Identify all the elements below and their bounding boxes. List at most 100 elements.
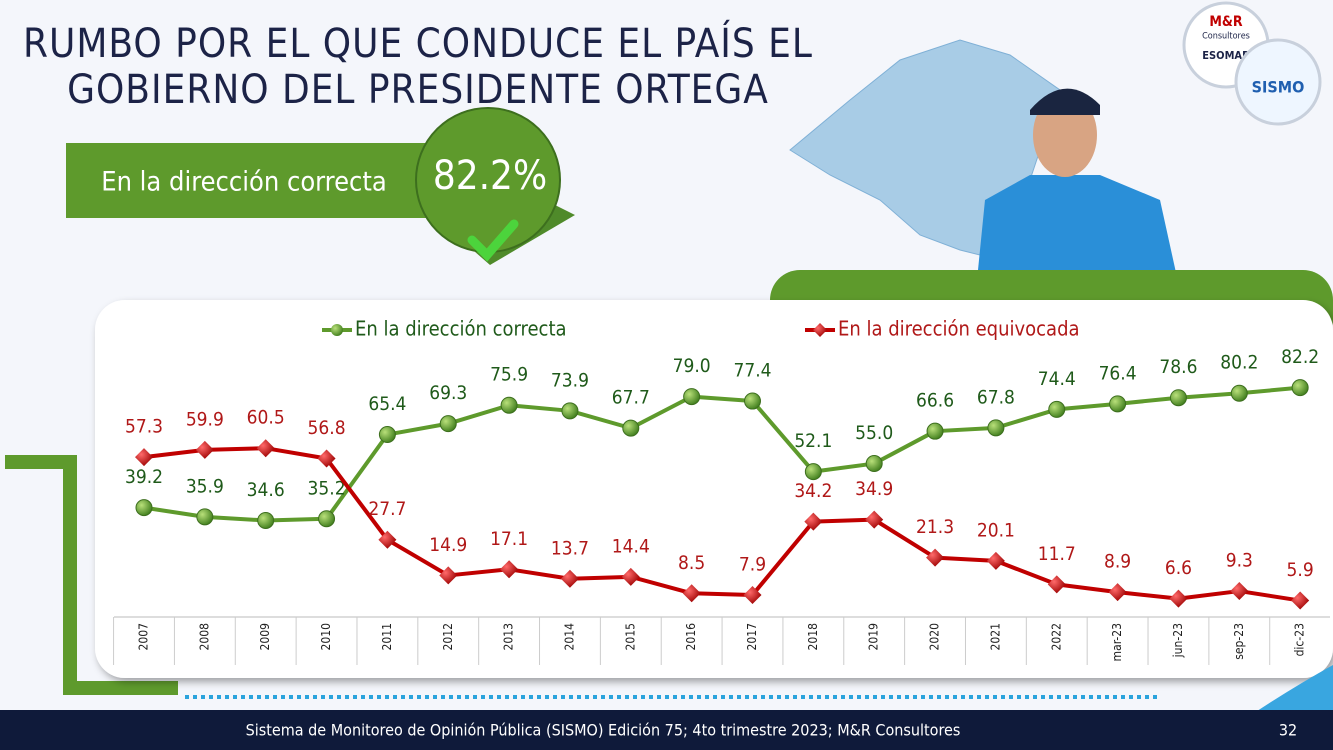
data-label: 7.9: [739, 553, 766, 575]
data-point: [135, 448, 153, 467]
data-point: [1230, 384, 1248, 402]
x-tick-label: 2016: [684, 623, 698, 651]
x-tick-label: 2009: [258, 623, 272, 651]
title-line: GOBIERNO DEL PRESIDENTE ORTEGA: [67, 67, 769, 113]
data-point: [378, 530, 397, 549]
data-point: [439, 566, 458, 585]
data-point: [622, 419, 640, 437]
data-label: 8.5: [678, 552, 705, 574]
data-point: [1109, 395, 1127, 413]
data-label: 67.8: [977, 386, 1015, 408]
data-label: 34.6: [247, 479, 285, 501]
data-point: [1108, 583, 1127, 602]
data-label: 69.3: [429, 382, 467, 404]
footer-bar: [0, 710, 1333, 750]
data-point: [683, 388, 701, 406]
logo-text: ESOMAR: [1202, 49, 1250, 62]
data-point: [804, 512, 823, 531]
data-label: 21.3: [916, 516, 954, 538]
x-tick-label: dic-23: [1293, 623, 1307, 656]
data-label: 35.2: [308, 477, 346, 499]
data-point: [987, 419, 1005, 437]
data-label: 57.3: [125, 416, 163, 438]
chart-panel: [95, 300, 1333, 678]
data-label: 8.9: [1104, 551, 1131, 573]
data-point: [986, 551, 1005, 570]
data-point: [500, 396, 518, 414]
x-tick-label: 2022: [1049, 623, 1063, 650]
series-line: [143, 446, 1301, 603]
data-point: [257, 511, 275, 529]
data-label: 9.3: [1226, 550, 1253, 572]
data-point: [256, 439, 275, 458]
x-tick-label: sep-23: [1232, 623, 1246, 660]
data-label: 60.5: [247, 407, 285, 429]
x-tick-label: 2015: [623, 623, 637, 650]
data-label: 11.7: [1038, 543, 1076, 565]
data-point: [561, 402, 579, 420]
data-point: [1291, 379, 1309, 397]
data-point: [804, 463, 822, 481]
x-tick-label: 2010: [319, 623, 333, 651]
data-label: 82.2: [1281, 346, 1319, 368]
x-tick-label: 2019: [867, 623, 881, 651]
data-point: [1169, 389, 1187, 407]
x-tick-label: 2020: [928, 623, 942, 651]
title-line: RUMBO POR EL QUE CONDUCE EL PAÍS EL: [23, 19, 813, 67]
data-label: 67.7: [612, 387, 650, 409]
data-label: 65.4: [368, 393, 406, 415]
data-label: 59.9: [186, 408, 224, 430]
data-point: [378, 426, 396, 444]
data-point: [439, 415, 457, 433]
data-label: 27.7: [368, 498, 406, 520]
x-tick-label: 2008: [197, 623, 211, 651]
data-label: 5.9: [1287, 559, 1314, 581]
data-point: [1047, 575, 1066, 594]
data-point: [621, 567, 640, 586]
data-label: 74.4: [1038, 368, 1076, 390]
data-label: 14.4: [612, 535, 650, 557]
data-label: 52.1: [794, 430, 832, 452]
data-label: 76.4: [1099, 362, 1137, 384]
badge-label: En la dirección correcta: [101, 167, 387, 198]
x-tick-label: 2011: [380, 623, 394, 650]
logo-text: SISMO: [1252, 78, 1305, 97]
page-number: 32: [1279, 721, 1297, 740]
x-tick-label: 2021: [988, 623, 1002, 650]
data-label: 39.2: [125, 466, 163, 488]
chart: 2007 2008 2009 2010 2011 2012 2013 2014 2015 2016…: [113, 317, 1330, 665]
data-label: 78.6: [1159, 356, 1197, 378]
data-label: 66.6: [916, 390, 954, 412]
data-label: 75.9: [490, 364, 528, 386]
x-tick-label: jun-23: [1171, 623, 1185, 658]
data-label: 80.2: [1220, 352, 1258, 374]
data-label: 14.9: [429, 534, 467, 556]
x-tick-label: 2007: [137, 623, 151, 650]
data-point: [500, 560, 519, 579]
footer-source: Sistema de Monitoreo de Opinión Pública …: [246, 721, 961, 740]
data-point: [1169, 589, 1188, 608]
data-point: [1048, 400, 1066, 418]
data-point: [865, 455, 883, 473]
data-label: 73.9: [551, 369, 589, 391]
x-tick-label: mar-23: [1110, 623, 1124, 661]
data-point: [135, 499, 153, 517]
legend-label: En la dirección correcta: [355, 317, 567, 341]
check-icon: [467, 219, 519, 262]
legend-marker: [813, 323, 827, 337]
data-label: 55.0: [855, 422, 893, 444]
green-bracket: [5, 455, 178, 695]
x-tick-label: 2013: [502, 623, 516, 650]
x-tick-label: 2014: [562, 623, 576, 651]
logo-text: M&R: [1209, 14, 1243, 30]
data-point: [318, 510, 336, 528]
data-label: 34.2: [794, 480, 832, 502]
data-point: [560, 569, 579, 588]
photo-cap: [1030, 88, 1100, 115]
data-point: [1291, 591, 1310, 610]
series-line: [143, 385, 1301, 523]
data-point: [317, 449, 336, 468]
data-point: [195, 440, 214, 459]
